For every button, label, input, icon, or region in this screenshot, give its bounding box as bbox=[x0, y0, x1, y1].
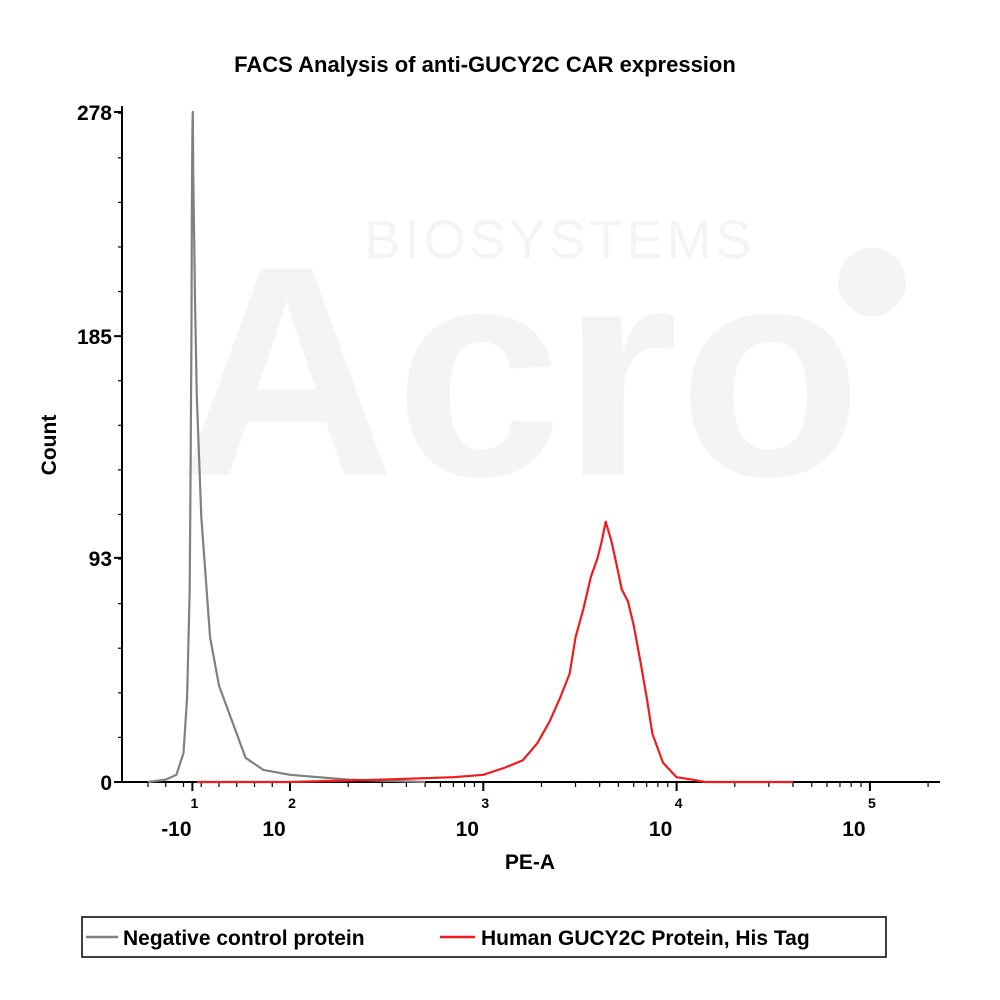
x-tick-label: 10 bbox=[842, 818, 865, 841]
x-tick-label: -10 bbox=[161, 818, 191, 841]
y-ticks: 0 93 185 278 bbox=[77, 102, 122, 795]
watermark-tagline: BIOSYSTEMS bbox=[364, 210, 755, 270]
legend-label-negative-control: Negative control protein bbox=[123, 927, 365, 950]
legend-label-human-gucy2c: Human GUCY2C Protein, His Tag bbox=[481, 927, 810, 950]
x-tick-exponent: 1 bbox=[190, 795, 198, 811]
chart-title: FACS Analysis of anti-GUCY2C CAR express… bbox=[234, 52, 736, 77]
x-tick-exponent: 3 bbox=[481, 795, 489, 811]
legend: Negative control protein Human GUCY2C Pr… bbox=[81, 916, 887, 958]
y-axis-title: Count bbox=[38, 415, 61, 476]
x-tick-label: 10 bbox=[649, 818, 672, 841]
x-tick-exponent: 5 bbox=[868, 795, 876, 811]
y-tick-label: 0 bbox=[100, 772, 112, 795]
series-line-human-gucy2c bbox=[196, 520, 793, 784]
x-tick-exponent: 2 bbox=[288, 795, 296, 811]
legend-box bbox=[81, 916, 887, 958]
y-tick-label: 93 bbox=[89, 548, 112, 571]
y-tick-label: 185 bbox=[77, 326, 112, 349]
x-tick-label: 10 bbox=[456, 818, 479, 841]
x-minor-ticks bbox=[147, 782, 929, 787]
x-tick-exponent: 4 bbox=[675, 795, 683, 811]
watermark-dot-icon bbox=[838, 248, 906, 316]
y-tick-label: 278 bbox=[77, 102, 112, 125]
series-line-negative-control bbox=[147, 110, 426, 784]
series-layer bbox=[147, 110, 793, 784]
x-tick-label: 10 bbox=[262, 818, 285, 841]
watermark: BIOSYSTEMS Acro bbox=[178, 203, 906, 539]
x-axis-title: PE-A bbox=[505, 851, 555, 874]
watermark-logo: Acro bbox=[178, 203, 862, 539]
